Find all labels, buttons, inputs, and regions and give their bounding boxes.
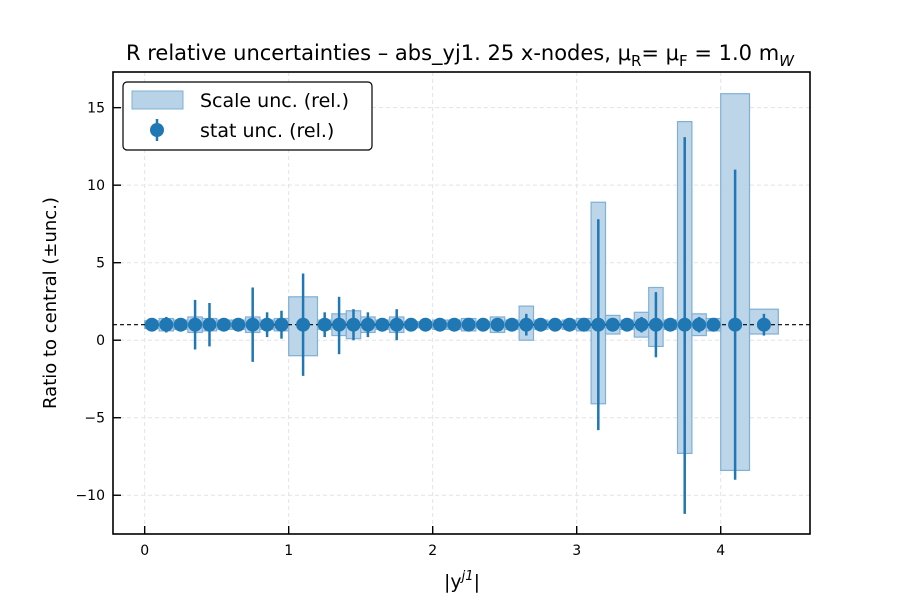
data-point [648, 317, 663, 332]
y-axis-ticks: −10 −5 0 5 10 15 [75, 101, 121, 504]
data-point [144, 317, 159, 332]
data-point [620, 317, 635, 332]
data-point [360, 317, 375, 332]
data-point [519, 317, 534, 332]
data-point [663, 317, 678, 332]
data-point [173, 317, 188, 332]
data-point [332, 317, 347, 332]
legend: Scale unc. (rel.) stat unc. (rel.) [122, 81, 373, 151]
x-axis-ticks: 0 1 2 3 4 [140, 526, 725, 559]
data-point [756, 317, 771, 332]
data-points [144, 317, 771, 332]
x-tick-label: 3 [572, 543, 581, 559]
data-point [346, 317, 361, 332]
y-tick-label: 0 [96, 333, 105, 349]
data-point [706, 317, 721, 332]
data-point [677, 317, 692, 332]
y-tick-label: −10 [75, 488, 105, 504]
data-point [274, 317, 289, 332]
x-axis-label: |yj1| [444, 569, 480, 593]
data-point [692, 317, 707, 332]
data-point [389, 317, 404, 332]
data-point [461, 317, 476, 332]
plot-frame [112, 71, 811, 535]
y-tick-label: 15 [87, 101, 105, 117]
data-point [447, 317, 462, 332]
y-tick-label: 10 [87, 178, 105, 194]
y-tick-label: −5 [84, 411, 105, 427]
data-point [216, 317, 231, 332]
y-tick-label: 5 [96, 256, 105, 272]
data-point [202, 317, 217, 332]
x-tick-label: 4 [716, 543, 725, 559]
data-point [432, 317, 447, 332]
data-point [576, 317, 591, 332]
legend-band-label: Scale unc. (rel.) [200, 90, 349, 112]
data-point [404, 317, 419, 332]
data-point [260, 317, 275, 332]
data-point [231, 317, 246, 332]
data-point [375, 317, 390, 332]
y-axis-label: Ratio to central (±unc.) [40, 197, 61, 409]
data-point [728, 317, 743, 332]
data-point [591, 317, 606, 332]
data-point [533, 317, 548, 332]
data-point [605, 317, 620, 332]
data-point [245, 317, 260, 332]
data-point [548, 317, 563, 332]
data-point [490, 317, 505, 332]
legend-box [122, 81, 373, 151]
x-tick-label: 1 [284, 543, 293, 559]
data-point [188, 317, 203, 332]
chart-title: R relative uncertainties – abs_yj1. 25 x… [126, 41, 795, 70]
x-tick-label: 0 [140, 543, 149, 559]
legend-band-swatch [131, 90, 184, 110]
data-point [476, 317, 491, 332]
data-point [504, 317, 519, 332]
data-point [562, 317, 577, 332]
legend-point-marker [150, 123, 164, 137]
data-point [296, 317, 311, 332]
data-point [317, 317, 332, 332]
x-tick-label: 2 [428, 543, 437, 559]
data-point [418, 317, 433, 332]
legend-point-label: stat unc. (rel.) [200, 120, 334, 142]
data-point [634, 317, 649, 332]
data-point [159, 317, 174, 332]
